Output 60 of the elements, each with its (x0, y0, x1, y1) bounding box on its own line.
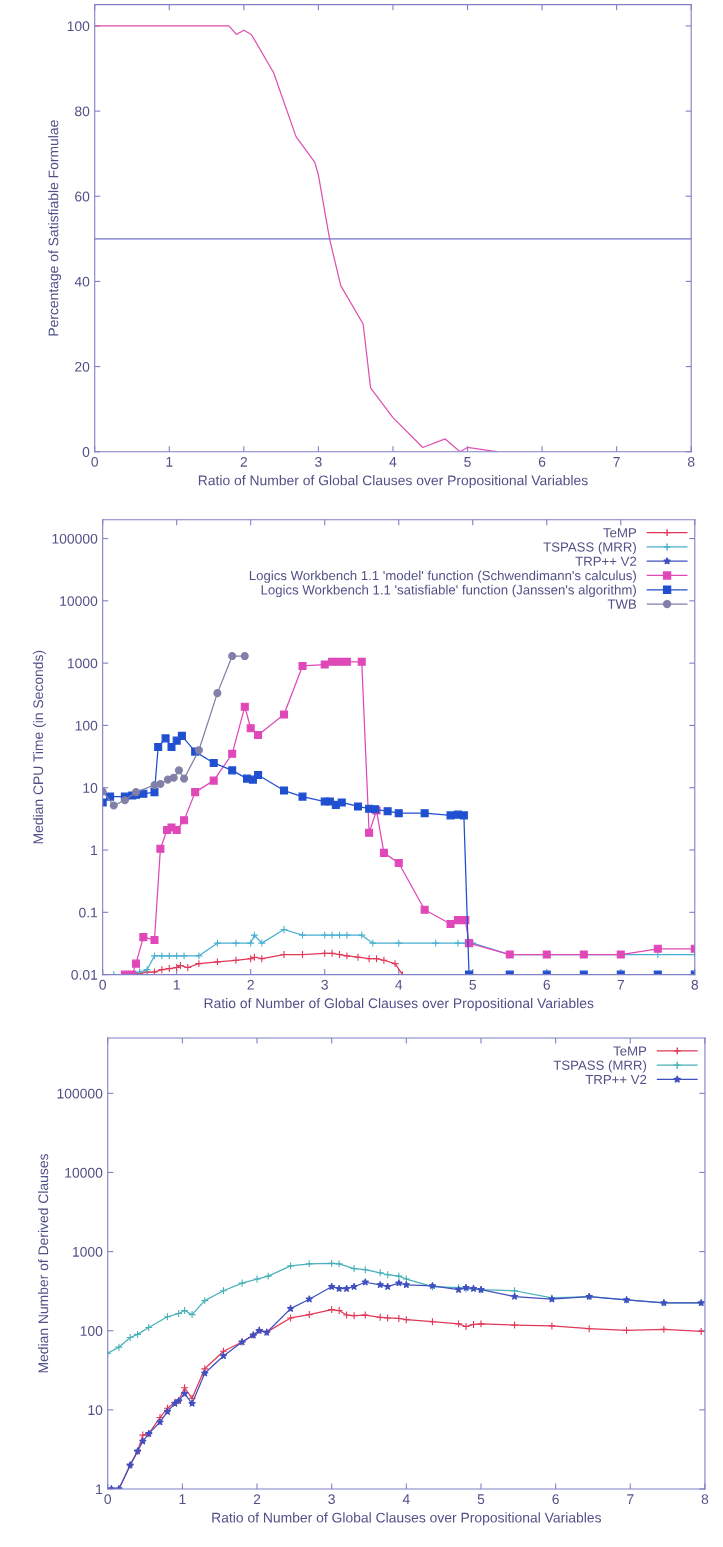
x-tick-label: 6 (543, 979, 551, 990)
x-tick-label: 4 (402, 1494, 410, 1504)
y-tick-label: 0.01 (71, 969, 98, 980)
x-tick-label: 1 (173, 979, 180, 990)
y-tick-label: 100 (67, 21, 90, 32)
x-tick-label: 7 (627, 1494, 634, 1504)
x-tick-label: 1 (179, 1494, 186, 1504)
y-tick-label: 100 (75, 720, 98, 731)
x-tick-label: 7 (613, 457, 620, 467)
x-tick-label: 4 (389, 457, 397, 467)
x-tick-label: 5 (469, 979, 477, 990)
legend-label: Logics Workbench 1.1 'satisfiable' function (Janssen's algorithm) (261, 584, 636, 598)
x-tick-label: 2 (240, 456, 247, 467)
y-tick-label: 1 (91, 845, 98, 856)
x-tick-label: 2 (253, 1494, 261, 1504)
x-tick-label: 8 (691, 979, 699, 990)
legend-label: Logics Workbench 1.1 'model' function (Schwendimann's calculus) (249, 570, 636, 583)
x-tick-label: 1 (166, 457, 173, 467)
legend-label: TWB (607, 599, 637, 609)
x-tick-label: 4 (395, 979, 403, 990)
x-tick-label: 8 (687, 456, 695, 467)
legend-label: TSPASS (MRR) (543, 541, 636, 555)
y-tick-label: 1000 (67, 658, 98, 669)
x-tick-label: 5 (477, 1494, 485, 1505)
legend-label: TeMP (603, 528, 637, 538)
y-tick-label: 1000 (73, 1246, 103, 1257)
y-axis-title: Median CPU Time (in Seconds) (32, 650, 46, 844)
y-tick-label: 20 (75, 361, 90, 372)
y-tick-label: 80 (75, 106, 90, 117)
x-tick-label: 6 (552, 1494, 559, 1505)
y-tick-label: 100 (80, 1326, 103, 1336)
x-axis-title: Ratio of Number of Global Clauses over Propositional Variables (212, 1512, 602, 1526)
legend-label: TeMP (613, 1046, 647, 1056)
x-axis-title: Ratio of Number of Global Clauses over Propositional Variables (198, 475, 588, 489)
x-tick-label: 6 (538, 456, 546, 467)
y-axis-title: Median Number of Derived Clauses (38, 1154, 49, 1373)
y-tick-label: 0.1 (79, 907, 98, 918)
y-tick-label: 10 (83, 783, 98, 793)
y-tick-label: 1 (96, 1484, 103, 1495)
legend-label: TSPASS (MRR) (553, 1060, 647, 1073)
x-tick-label: 3 (321, 979, 328, 990)
x-axis-title: Ratio of Number of Global Clauses over Propositional Variables (204, 997, 594, 1011)
y-tick-label: 100000 (52, 533, 98, 544)
legend-label: TRP++ V2 (585, 1074, 647, 1085)
y-tick-label: 100000 (57, 1088, 103, 1099)
y-tick-label: 40 (74, 276, 90, 287)
x-tick-label: 3 (315, 456, 322, 467)
legend-label: TRP++ V2 (575, 556, 637, 566)
y-axis-title: Percentage of Satisfiable Formulae (48, 120, 62, 336)
y-tick-label: 10000 (65, 1167, 103, 1178)
x-tick-label: 2 (247, 979, 254, 990)
x-tick-label: 0 (104, 1494, 112, 1505)
y-tick-label: 60 (75, 191, 90, 202)
y-tick-label: 10 (88, 1405, 103, 1416)
y-tick-label: 10000 (60, 596, 98, 607)
y-tick-label: 0 (82, 447, 90, 457)
x-tick-label: 7 (617, 979, 624, 990)
x-tick-label: 3 (328, 1494, 335, 1505)
x-tick-label: 5 (464, 457, 471, 467)
x-tick-label: 8 (701, 1494, 709, 1505)
